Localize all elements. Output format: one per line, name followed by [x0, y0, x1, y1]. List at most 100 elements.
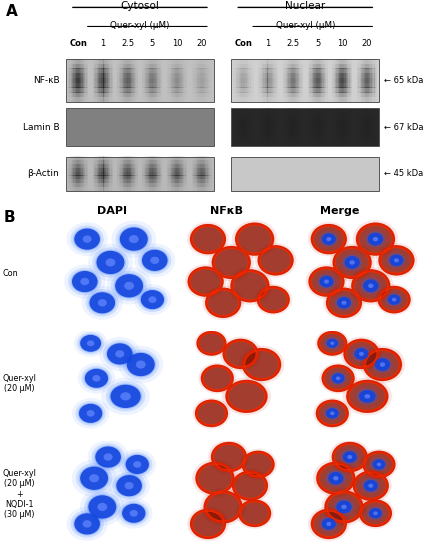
Bar — [156, 168, 157, 172]
Bar — [237, 120, 239, 125]
Bar — [128, 87, 130, 92]
Ellipse shape — [375, 284, 413, 315]
Bar — [301, 68, 303, 74]
Bar — [340, 97, 342, 102]
Bar — [247, 129, 248, 134]
Bar — [243, 64, 244, 69]
Bar — [168, 156, 170, 161]
Bar — [313, 133, 314, 138]
Bar — [106, 156, 108, 161]
Ellipse shape — [240, 501, 270, 526]
Bar — [365, 59, 366, 64]
Bar — [179, 187, 180, 191]
Bar — [197, 78, 198, 83]
Bar — [271, 78, 273, 83]
Bar — [144, 82, 145, 88]
Bar — [268, 129, 269, 134]
Bar — [128, 78, 130, 83]
Bar — [358, 125, 360, 129]
Bar — [87, 64, 88, 69]
Bar — [154, 92, 156, 97]
Bar — [194, 73, 196, 78]
Bar — [174, 64, 175, 69]
Bar — [351, 97, 352, 102]
Bar — [152, 87, 153, 92]
Bar — [364, 125, 365, 129]
Ellipse shape — [369, 456, 389, 473]
Bar — [101, 87, 102, 92]
Bar — [287, 125, 288, 129]
Bar — [183, 175, 184, 179]
Bar — [130, 164, 131, 168]
Bar — [158, 187, 160, 191]
Bar — [241, 129, 243, 134]
Bar — [349, 78, 350, 83]
Bar — [338, 138, 339, 142]
Bar — [119, 64, 120, 69]
Bar — [146, 64, 148, 69]
Bar — [136, 179, 138, 183]
Bar — [321, 73, 322, 78]
Bar — [103, 187, 105, 191]
Bar — [145, 187, 146, 191]
Bar — [94, 168, 95, 172]
Ellipse shape — [324, 279, 329, 284]
Bar — [208, 175, 209, 179]
Bar — [276, 142, 277, 146]
Ellipse shape — [233, 472, 267, 499]
Bar — [298, 78, 299, 83]
Bar — [285, 64, 287, 69]
Bar — [170, 87, 171, 92]
Bar — [117, 64, 119, 69]
Bar — [351, 64, 352, 69]
Bar — [208, 97, 209, 102]
Bar — [184, 92, 186, 97]
Bar — [324, 112, 325, 117]
Bar — [376, 112, 377, 117]
Bar — [176, 156, 178, 161]
Bar — [205, 82, 206, 88]
Bar — [265, 59, 266, 64]
Bar — [298, 125, 299, 129]
Bar — [102, 179, 103, 183]
Bar — [237, 59, 239, 64]
Bar — [300, 87, 301, 92]
Bar — [174, 97, 175, 102]
Bar — [136, 92, 138, 97]
Bar — [119, 160, 120, 164]
Bar — [144, 156, 145, 161]
Bar — [136, 87, 138, 92]
Bar — [248, 97, 249, 102]
Bar — [344, 142, 346, 146]
Bar — [270, 129, 271, 134]
Ellipse shape — [313, 459, 359, 497]
Bar — [322, 87, 324, 92]
Bar — [93, 164, 94, 168]
Bar — [80, 164, 81, 168]
Bar — [122, 64, 123, 69]
Bar — [295, 82, 296, 88]
Bar — [317, 116, 318, 121]
Bar — [310, 142, 312, 146]
Bar — [81, 164, 83, 168]
Bar — [261, 59, 262, 64]
Bar — [145, 160, 146, 164]
Bar — [290, 73, 291, 78]
Bar — [298, 133, 299, 138]
Ellipse shape — [371, 458, 387, 471]
Bar — [119, 175, 120, 179]
Bar — [75, 175, 76, 179]
Bar — [318, 78, 320, 83]
Bar — [136, 156, 138, 161]
Bar — [200, 172, 201, 175]
Ellipse shape — [209, 244, 254, 282]
Bar — [105, 183, 106, 187]
Bar — [131, 82, 132, 88]
Bar — [70, 179, 71, 183]
Ellipse shape — [148, 296, 156, 303]
Ellipse shape — [373, 459, 385, 470]
Bar — [209, 87, 210, 92]
Bar — [152, 92, 153, 97]
Bar — [83, 160, 84, 164]
Ellipse shape — [322, 405, 343, 422]
